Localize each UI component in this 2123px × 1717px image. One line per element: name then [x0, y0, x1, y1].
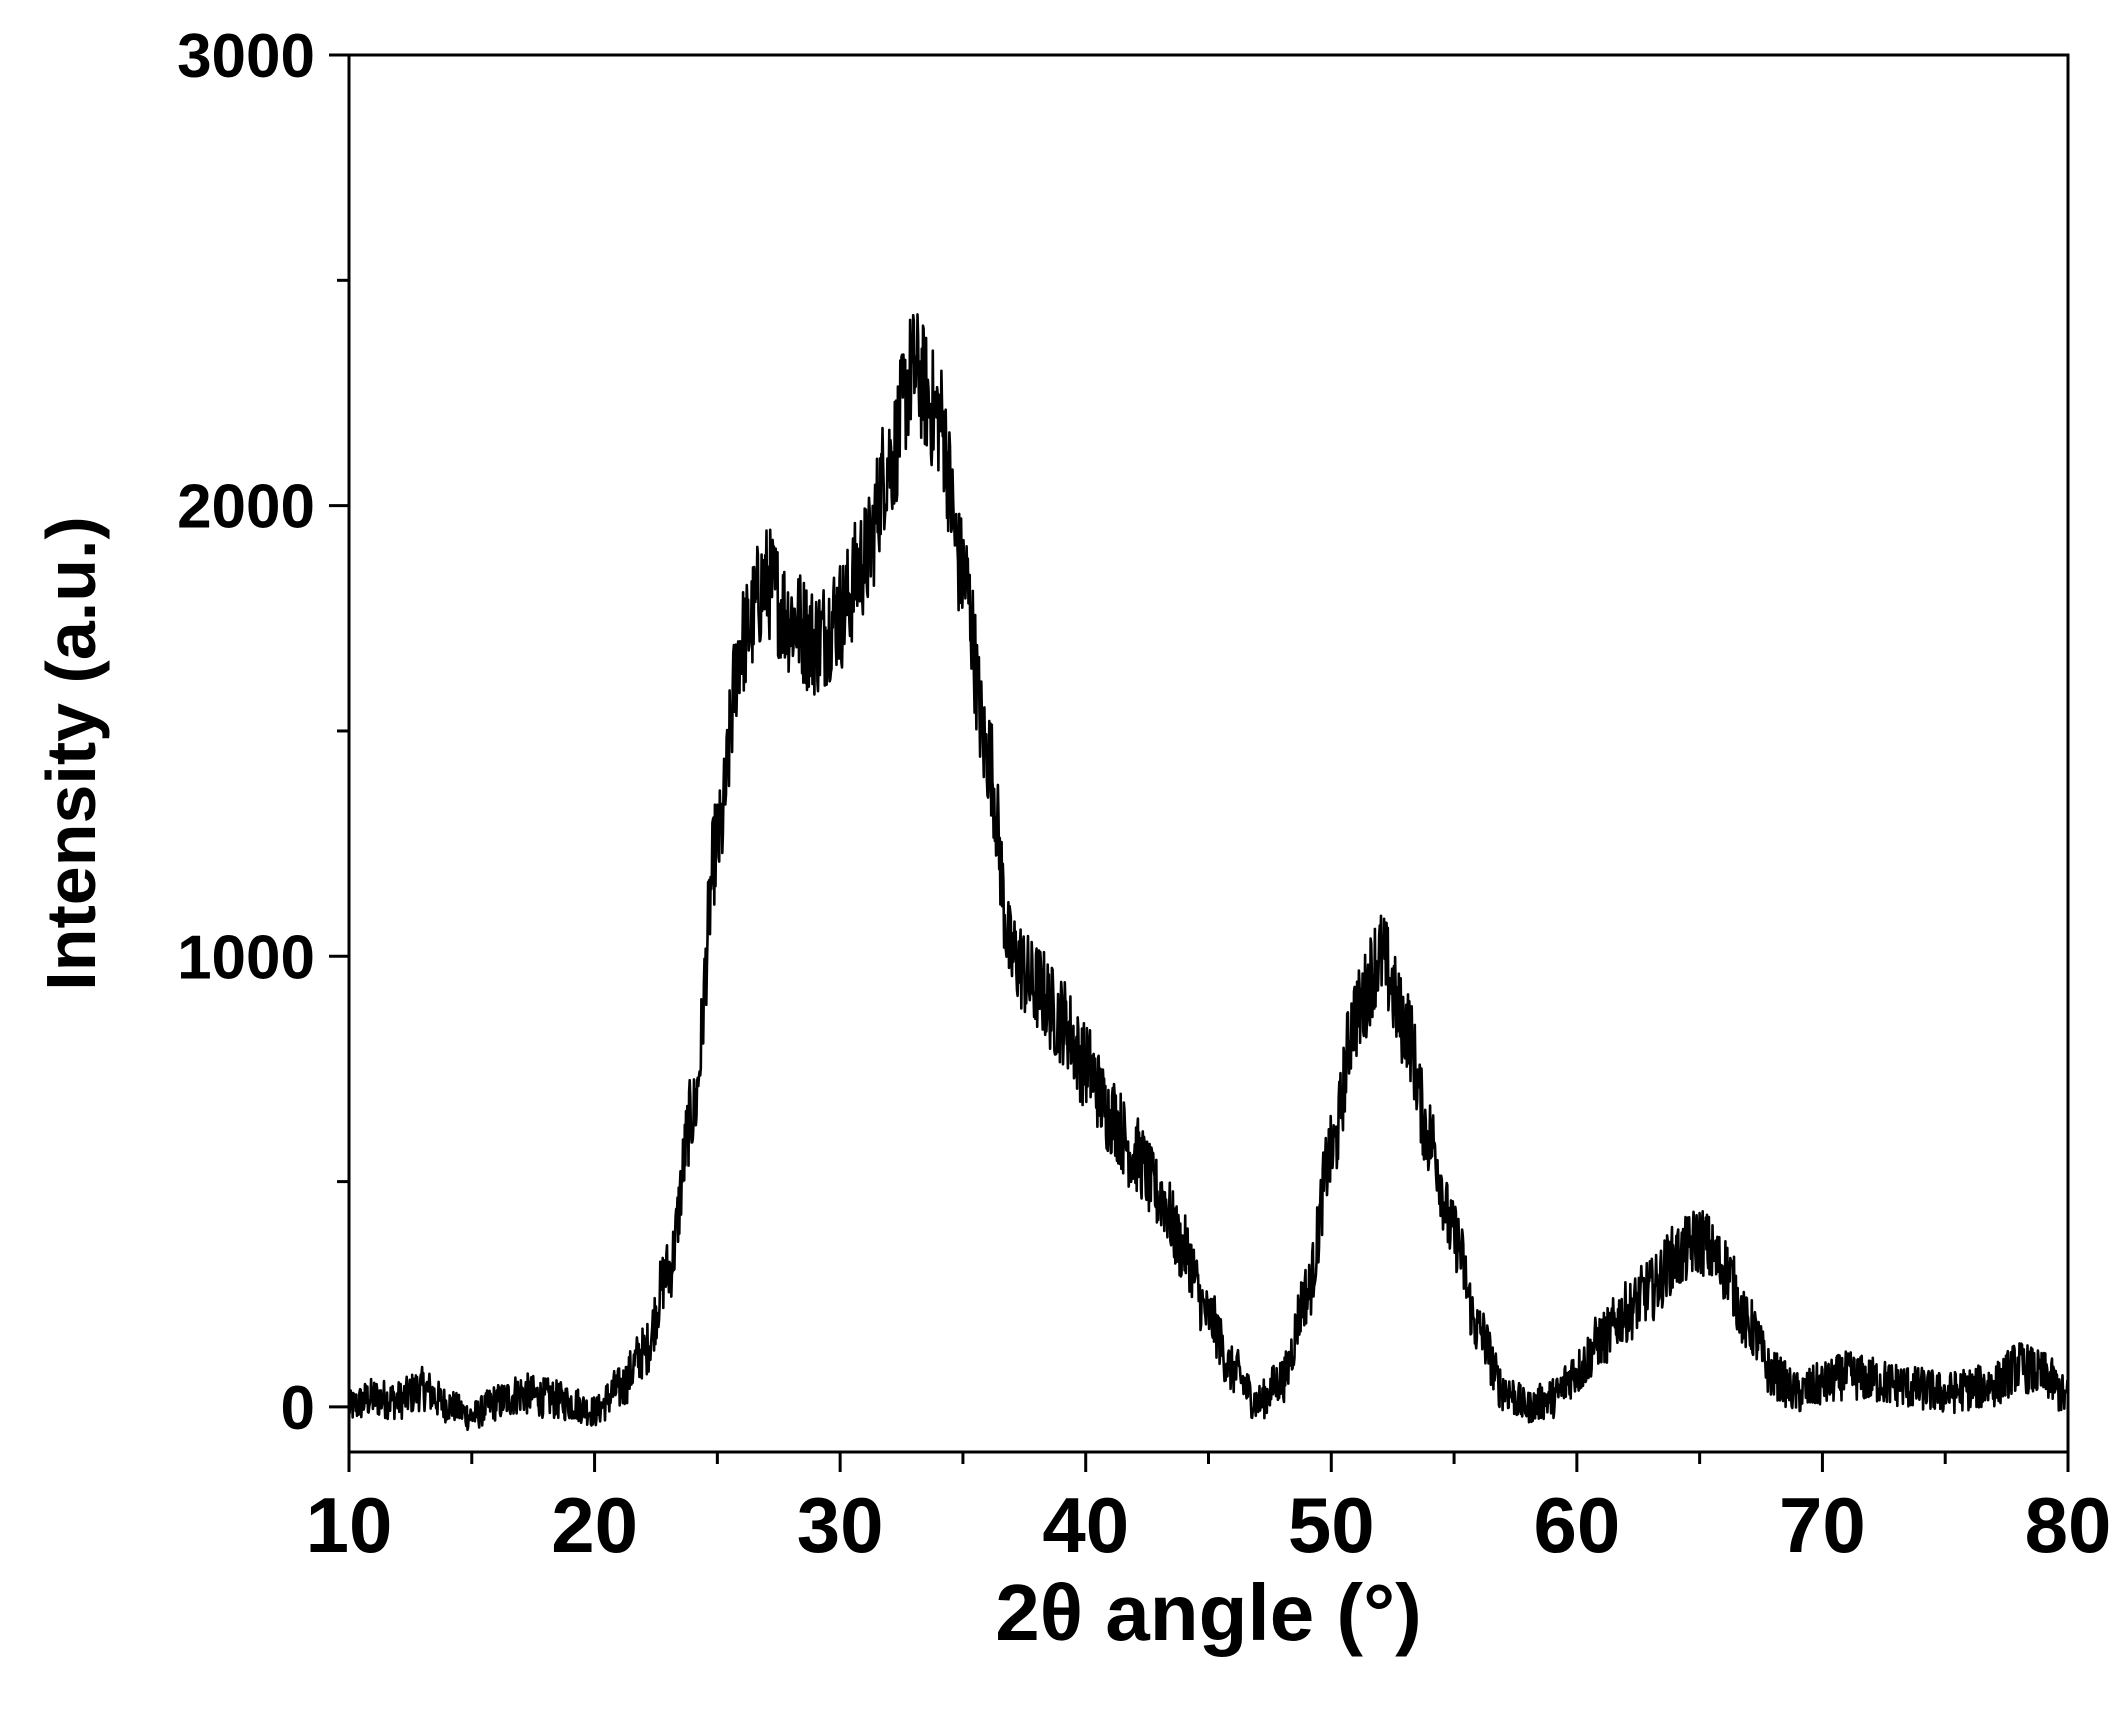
- x-tick-label: 70: [1779, 1481, 1866, 1569]
- x-tick-label: 30: [797, 1481, 884, 1569]
- series-line: [347, 313, 2070, 1432]
- x-axis-title: 2θ angle (°): [995, 1568, 1421, 1657]
- x-tick-label: 10: [306, 1481, 393, 1569]
- y-tick-label: 1000: [177, 923, 315, 992]
- x-tick-label: 80: [2025, 1481, 2112, 1569]
- y-tick-label: 3000: [177, 22, 315, 91]
- x-tick-label: 50: [1288, 1481, 1375, 1569]
- plot-frame: [347, 53, 2070, 1454]
- y-tick-label: 2000: [177, 473, 315, 542]
- y-axis-title: Intensity (a.u.): [32, 516, 110, 990]
- x-tick-label: 20: [551, 1481, 638, 1569]
- y-tick-label: 0: [281, 1374, 315, 1443]
- x-tick-label: 60: [1533, 1481, 1620, 1569]
- x-tick-label: 40: [1042, 1481, 1129, 1569]
